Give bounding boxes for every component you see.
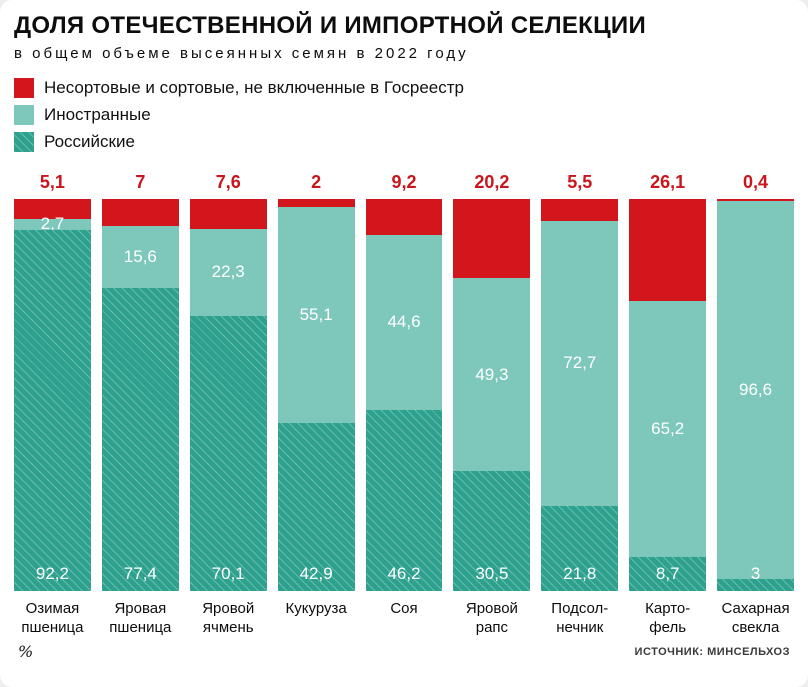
foreign-segment: 72,7 (541, 220, 619, 506)
russian-value-label: 77,4 (123, 563, 157, 583)
stacked-bar: 65,2 8,7 (629, 199, 707, 591)
category-label: Яровая пшеница (109, 600, 172, 636)
russian-value-label: 70,1 (211, 563, 245, 583)
unregistered-segment (277, 199, 355, 207)
foreign-value-label: 65,2 (651, 419, 685, 439)
unregistered-segment (629, 199, 707, 302)
unregistered-segment (365, 199, 443, 236)
unregistered-value-label: 7 (135, 172, 146, 192)
unregistered-segment (101, 199, 179, 227)
unregistered-swatch (14, 78, 34, 98)
russian-value-label: 21,8 (563, 563, 597, 583)
russian-value-label: 92,2 (35, 563, 69, 583)
foreign-value-label: 72,7 (563, 353, 597, 373)
russian-value-label: 30,5 (475, 563, 509, 583)
russian-segment: 70,1 (189, 316, 267, 591)
stacked-bar: 22,3 70,1 (189, 199, 267, 591)
footer: % ИСТОЧНИК: МИНСЕЛЬХОЗ (14, 642, 794, 661)
russian-value-label: 42,9 (299, 563, 333, 583)
bar-column-4: 2 55,1 42,9 Кукуруза (277, 172, 355, 638)
page-subtitle: в общем объеме высеянных семян в 2022 го… (14, 45, 469, 62)
bar-column-1: 5,1 2,7 92,2 Озимая пшеница (14, 172, 91, 638)
foreign-segment: 55,1 (277, 206, 355, 423)
foreign-value-label: 44,6 (387, 312, 421, 332)
unregistered-value-label: 7,6 (215, 172, 241, 192)
stacked-bar: 55,1 42,9 (277, 199, 355, 591)
page-title: ДОЛЯ ОТЕЧЕСТВЕННОЙ И ИМПОРТНОЙ СЕЛЕКЦИИ (14, 12, 647, 39)
bar-column-2: 7 15,6 77,4 Яровая пшеница (101, 172, 179, 638)
legend: Несортовые и сортовые, не включенные в Г… (14, 78, 794, 152)
category-label: Карто- фель (645, 600, 691, 636)
bar-column-7: 5,5 72,7 21,8 Подсол- нечник (541, 172, 619, 638)
category-label: Кукуруза (285, 600, 347, 617)
legend-label-foreign: Иностранные (44, 105, 151, 124)
unregistered-value-label: 0,4 (743, 172, 769, 192)
legend-item-foreign: Иностранные (14, 105, 794, 125)
foreign-value-label: 55,1 (299, 304, 333, 324)
chart: 5,1 2,7 92,2 Озимая пшеница 7 15,6 77,4 Яровая … (14, 172, 795, 638)
foreign-segment: 96,6 (717, 200, 795, 580)
russian-segment: 30,5 (453, 471, 531, 591)
category-label: Яровой ячмень (202, 600, 255, 636)
russian-value-label: 46,2 (387, 563, 421, 583)
category-label: Соя (390, 600, 418, 617)
unregistered-value-label: 5,1 (39, 172, 65, 192)
bar-column-9: 0,4 96,6 3 Сахарная свекла (717, 172, 795, 638)
unregistered-value-label: 9,2 (391, 172, 417, 192)
unit-label: % (18, 642, 34, 661)
unregistered-segment (453, 199, 531, 279)
foreign-value-label: 49,3 (475, 364, 509, 384)
russian-segment: 92,2 (14, 229, 91, 591)
category-label: Озимая пшеница (21, 600, 84, 636)
legend-label-unregistered: Несортовые и сортовые, не включенные в Г… (44, 78, 464, 97)
stacked-bar: 15,6 77,4 (101, 199, 179, 591)
source-label: ИСТОЧНИК: МИНСЕЛЬХОЗ (634, 645, 790, 658)
unregistered-value-label: 20,2 (474, 172, 510, 192)
category-label: Сахарная свекла (721, 600, 790, 636)
legend-item-russian: Российские (14, 132, 794, 152)
foreign-swatch (14, 105, 34, 125)
russian-swatch (14, 132, 34, 152)
foreign-segment: 49,3 (453, 278, 531, 472)
russian-segment: 46,2 (365, 409, 443, 591)
unregistered-segment (189, 199, 267, 229)
unregistered-value-label: 26,1 (650, 172, 686, 192)
category-label: Яровой рапс (465, 600, 518, 636)
unregistered-value-label: 2 (311, 172, 322, 192)
unregistered-value-label: 5,5 (567, 172, 593, 192)
unregistered-segment (14, 199, 91, 219)
stacked-bar: 2,7 92,2 (14, 199, 91, 591)
bar-column-3: 7,6 22,3 70,1 Яровой ячмень (189, 172, 267, 638)
legend-item-unregistered: Несортовые и сортовые, не включенные в Г… (14, 78, 794, 98)
foreign-segment: 15,6 (101, 226, 179, 288)
foreign-value-label: 22,3 (211, 262, 245, 282)
russian-segment: 8,7 (629, 556, 707, 591)
unregistered-segment (541, 199, 619, 221)
bar-column-6: 20,2 49,3 30,5 Яровой рапс (453, 172, 531, 638)
bar-column-5: 9,2 44,6 46,2 Соя (365, 172, 443, 638)
legend-label-russian: Российские (44, 132, 135, 151)
stacked-bar: 44,6 46,2 (365, 199, 443, 591)
foreign-segment: 44,6 (365, 235, 443, 410)
stacked-bar: 72,7 21,8 (541, 199, 619, 591)
foreign-segment: 65,2 (629, 301, 707, 557)
foreign-segment: 22,3 (189, 228, 267, 317)
russian-segment: 42,9 (277, 422, 355, 591)
russian-value-label: 8,7 (655, 563, 680, 583)
foreign-value-label: 96,6 (739, 379, 773, 399)
bar-column-8: 26,1 65,2 8,7 Карто- фель (629, 172, 707, 638)
russian-segment: 77,4 (101, 287, 179, 591)
stacked-bar: 49,3 30,5 (453, 199, 531, 591)
unregistered-segment (717, 199, 795, 201)
russian-segment: 21,8 (541, 505, 619, 591)
stacked-bar: 96,6 3 (717, 199, 795, 591)
foreign-value-label: 15,6 (123, 247, 157, 266)
russian-segment: 3 (717, 564, 795, 591)
category-label: Подсол- нечник (551, 600, 609, 636)
foreign-segment: 2,7 (14, 214, 91, 233)
